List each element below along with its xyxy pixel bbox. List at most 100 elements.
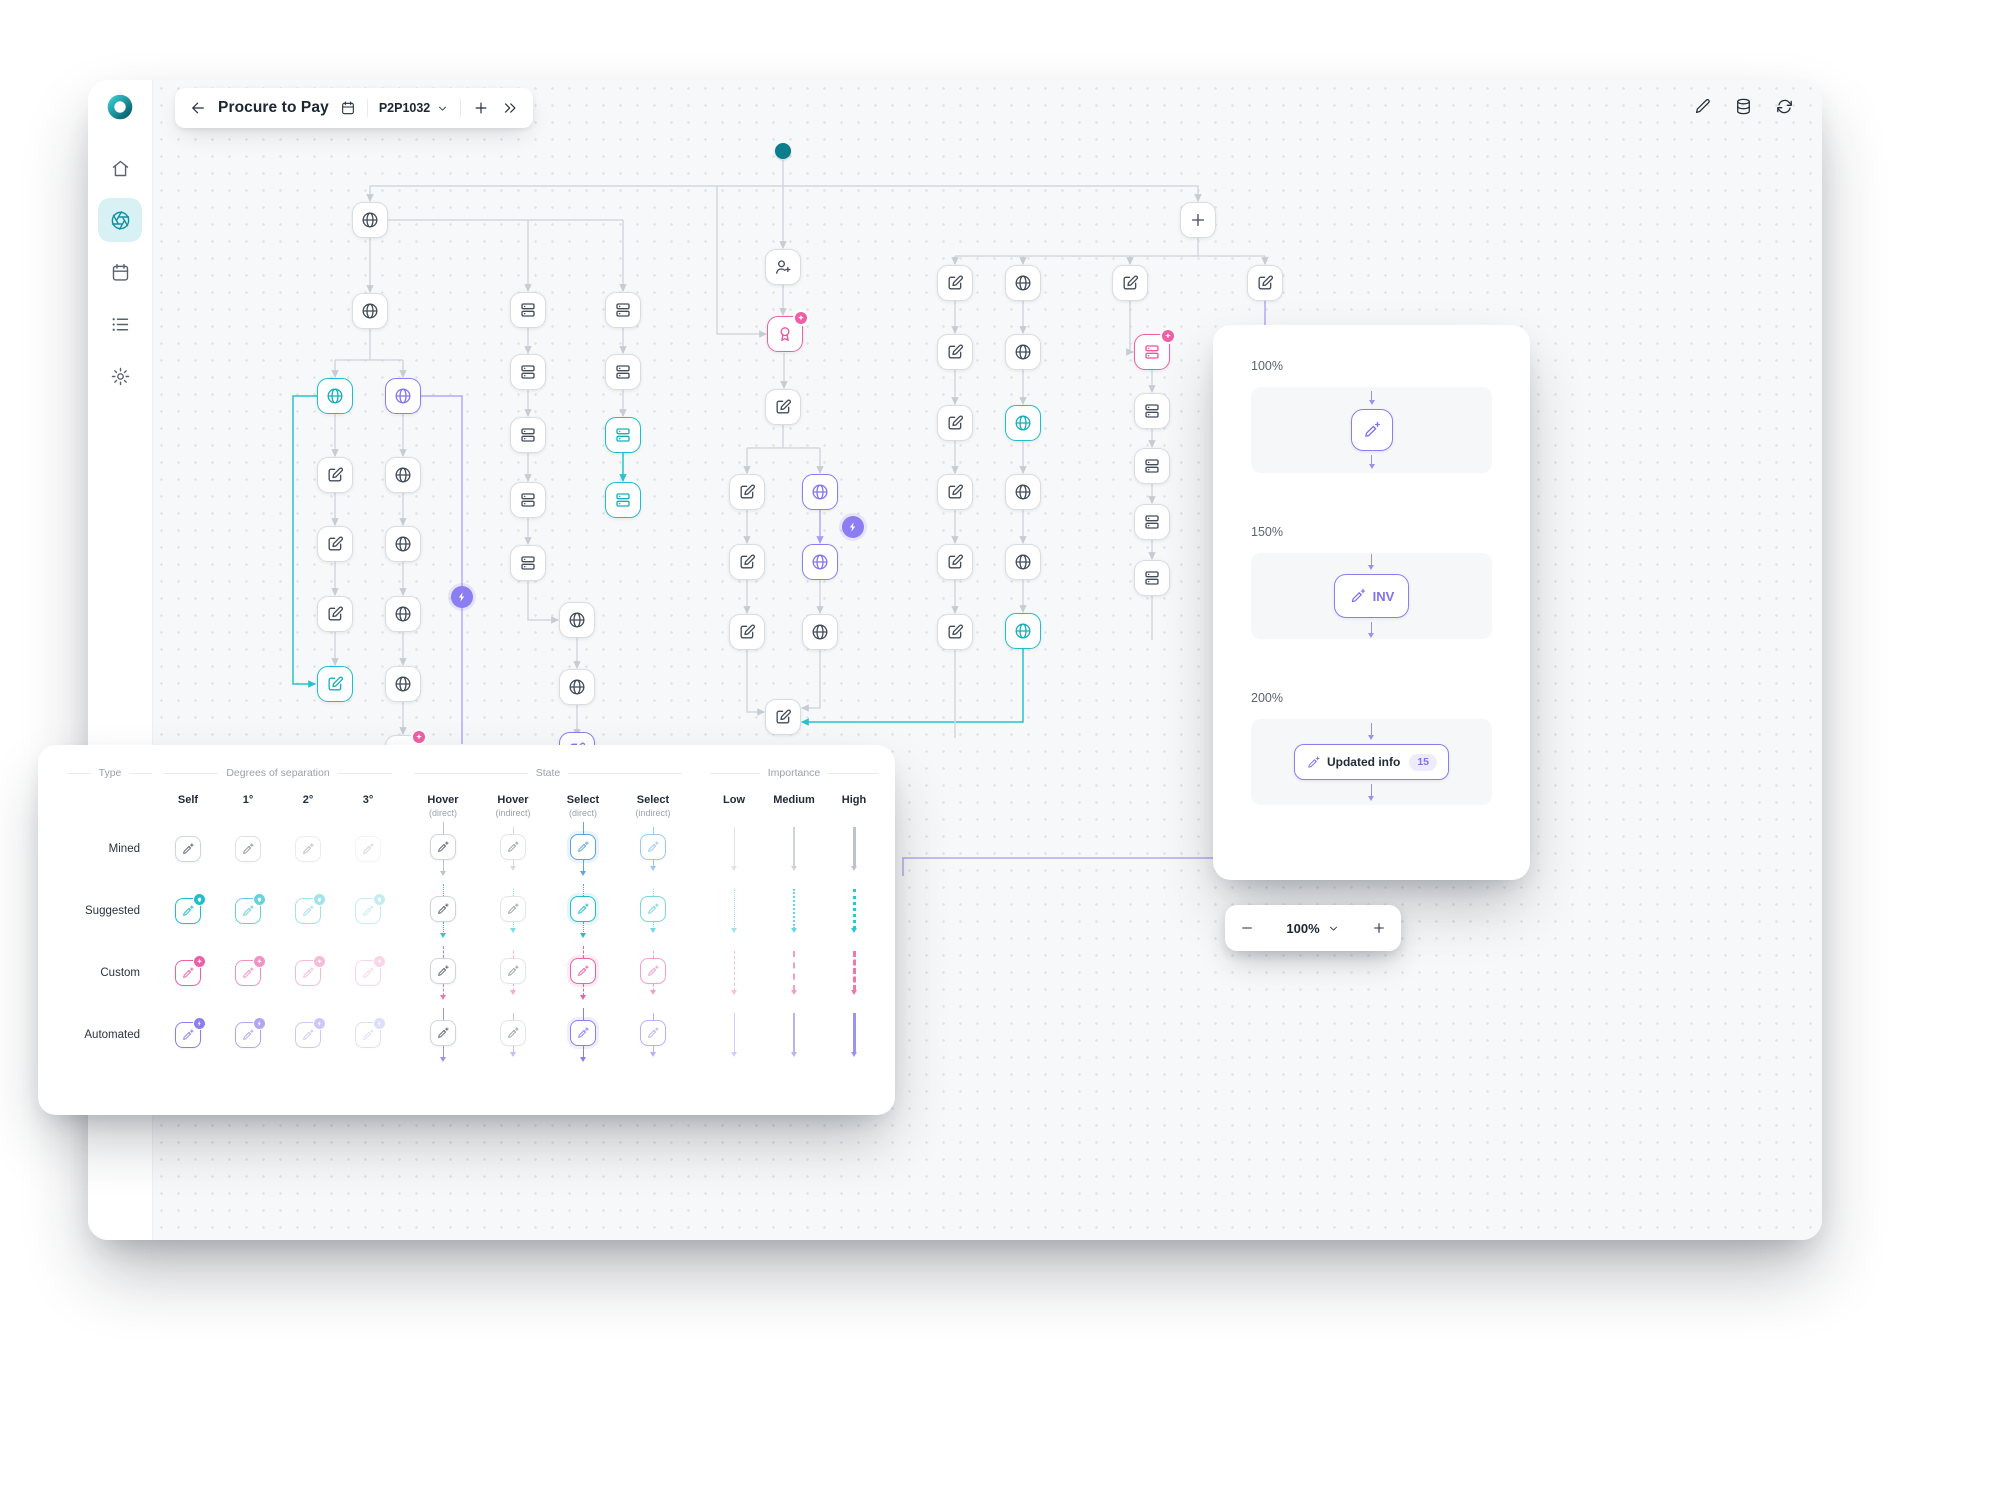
zoom-level-select[interactable]: 100% <box>1286 921 1339 936</box>
person-add-icon <box>776 260 791 274</box>
divider-line <box>568 772 682 774</box>
canvas-node-globe[interactable] <box>1005 405 1041 441</box>
canvas-node-edit[interactable] <box>317 596 353 632</box>
canvas-node-edit[interactable] <box>765 699 801 735</box>
legend-state-cell <box>618 884 688 938</box>
globe-icon <box>812 554 828 570</box>
canvas-node-server[interactable] <box>1134 560 1170 596</box>
state-stack <box>640 889 666 933</box>
canvas-node-edit[interactable] <box>1247 265 1283 301</box>
line-segment <box>852 827 856 867</box>
sidebar-item-home[interactable] <box>98 146 142 190</box>
zoom-in-button[interactable] <box>1371 920 1387 936</box>
refresh-button[interactable] <box>1775 97 1794 116</box>
canvas-node-globe[interactable] <box>1005 474 1041 510</box>
back-button[interactable] <box>189 99 207 117</box>
canvas-node-globe[interactable] <box>1005 544 1041 580</box>
canvas-node-server[interactable] <box>510 482 546 518</box>
canvas-node-server[interactable] <box>605 482 641 518</box>
canvas-node-globe[interactable] <box>385 596 421 632</box>
server-icon <box>521 365 535 379</box>
legend-node <box>175 893 206 924</box>
canvas-node-globe[interactable] <box>1005 334 1041 370</box>
canvas-node-globe[interactable] <box>385 457 421 493</box>
canvas-node-edit[interactable] <box>317 526 353 562</box>
canvas-node-edit[interactable] <box>937 334 973 370</box>
canvas-node-edit[interactable] <box>937 265 973 301</box>
canvas-node-globe[interactable] <box>352 293 388 329</box>
legend-col-header: Select (direct) <box>566 794 600 818</box>
legend-node <box>295 893 326 924</box>
calendar-icon[interactable] <box>340 100 356 116</box>
add-view-button[interactable] <box>472 99 490 117</box>
canvas-node-plus[interactable] <box>1180 202 1216 238</box>
edit-button[interactable] <box>1693 97 1712 116</box>
canvas-node-server[interactable] <box>1134 448 1170 484</box>
canvas-node-edit[interactable] <box>1112 265 1148 301</box>
canvas-node-server[interactable] <box>1134 393 1170 429</box>
canvas-node-globe[interactable] <box>317 378 353 414</box>
canvas-node-server[interactable] <box>1134 504 1170 540</box>
canvas-node-server[interactable] <box>510 292 546 328</box>
process-version-select[interactable]: P2P1032 <box>379 101 449 115</box>
canvas-node-server[interactable] <box>605 354 641 390</box>
canvas-node-globe[interactable] <box>385 666 421 702</box>
canvas-node-globe[interactable] <box>1005 265 1041 301</box>
legend-node <box>295 955 326 986</box>
arrowhead <box>1368 565 1375 570</box>
canvas-node-globe[interactable] <box>385 526 421 562</box>
canvas-node-server[interactable] <box>510 545 546 581</box>
canvas-node-award[interactable] <box>767 310 809 352</box>
automation-bolt-badge[interactable] <box>842 516 864 538</box>
importance-arrow <box>851 1013 857 1057</box>
sidebar-item-calendar[interactable] <box>98 250 142 294</box>
process-start-node[interactable] <box>775 143 791 159</box>
canvas-node-globe[interactable] <box>352 202 388 238</box>
demo-stack <box>1350 391 1393 469</box>
legend-group-title: Type <box>98 767 122 779</box>
canvas-node-server[interactable] <box>605 292 641 328</box>
canvas-node-server[interactable] <box>605 417 641 453</box>
canvas-node-globe[interactable] <box>802 544 838 580</box>
canvas-node-globe[interactable] <box>1005 613 1041 649</box>
demo-node <box>1350 409 1393 451</box>
expand-button[interactable] <box>501 99 519 117</box>
sidebar-item-tasks[interactable] <box>98 302 142 346</box>
zoom-demo-card <box>1251 387 1492 473</box>
legend-node <box>235 955 266 986</box>
canvas-node-globe[interactable] <box>802 474 838 510</box>
canvas-node-globe[interactable] <box>559 602 595 638</box>
canvas-node-edit[interactable] <box>765 389 801 425</box>
canvas-node-server[interactable] <box>510 417 546 453</box>
sidebar-item-process-explorer[interactable] <box>98 198 142 242</box>
sparkle-badge <box>373 955 386 968</box>
canvas-node-globe[interactable] <box>802 614 838 650</box>
canvas-node-edit[interactable] <box>937 405 973 441</box>
sidebar-item-settings[interactable] <box>98 354 142 398</box>
canvas-node-person-add[interactable] <box>765 249 801 285</box>
canvas-node-edit[interactable] <box>729 544 765 580</box>
canvas-node-edit[interactable] <box>317 666 353 702</box>
canvas-node-globe[interactable] <box>385 378 421 414</box>
canvas-node-server[interactable] <box>510 354 546 390</box>
canvas-node-edit[interactable] <box>317 457 353 493</box>
calendar-icon <box>112 263 128 281</box>
line-segment <box>852 889 856 929</box>
legend-degree-cell <box>278 893 338 924</box>
data-model-button[interactable] <box>1734 97 1753 116</box>
automation-bolt-badge[interactable] <box>451 586 473 608</box>
canvas-node-edit[interactable] <box>729 474 765 510</box>
canvas-node-edit[interactable] <box>937 474 973 510</box>
arrowhead <box>791 928 797 933</box>
canvas-node-edit[interactable] <box>937 544 973 580</box>
zoom-out-button[interactable] <box>1239 920 1255 936</box>
canvas-node-globe[interactable] <box>559 669 595 705</box>
canvas-node-edit[interactable] <box>729 614 765 650</box>
canvas-node-server[interactable] <box>1134 328 1176 370</box>
line-segment <box>512 984 514 991</box>
arrowhead <box>1368 796 1375 801</box>
bolt-badge <box>373 1017 386 1030</box>
pen-icon <box>1695 99 1710 114</box>
award-icon <box>780 327 790 341</box>
canvas-node-edit[interactable] <box>937 614 973 650</box>
